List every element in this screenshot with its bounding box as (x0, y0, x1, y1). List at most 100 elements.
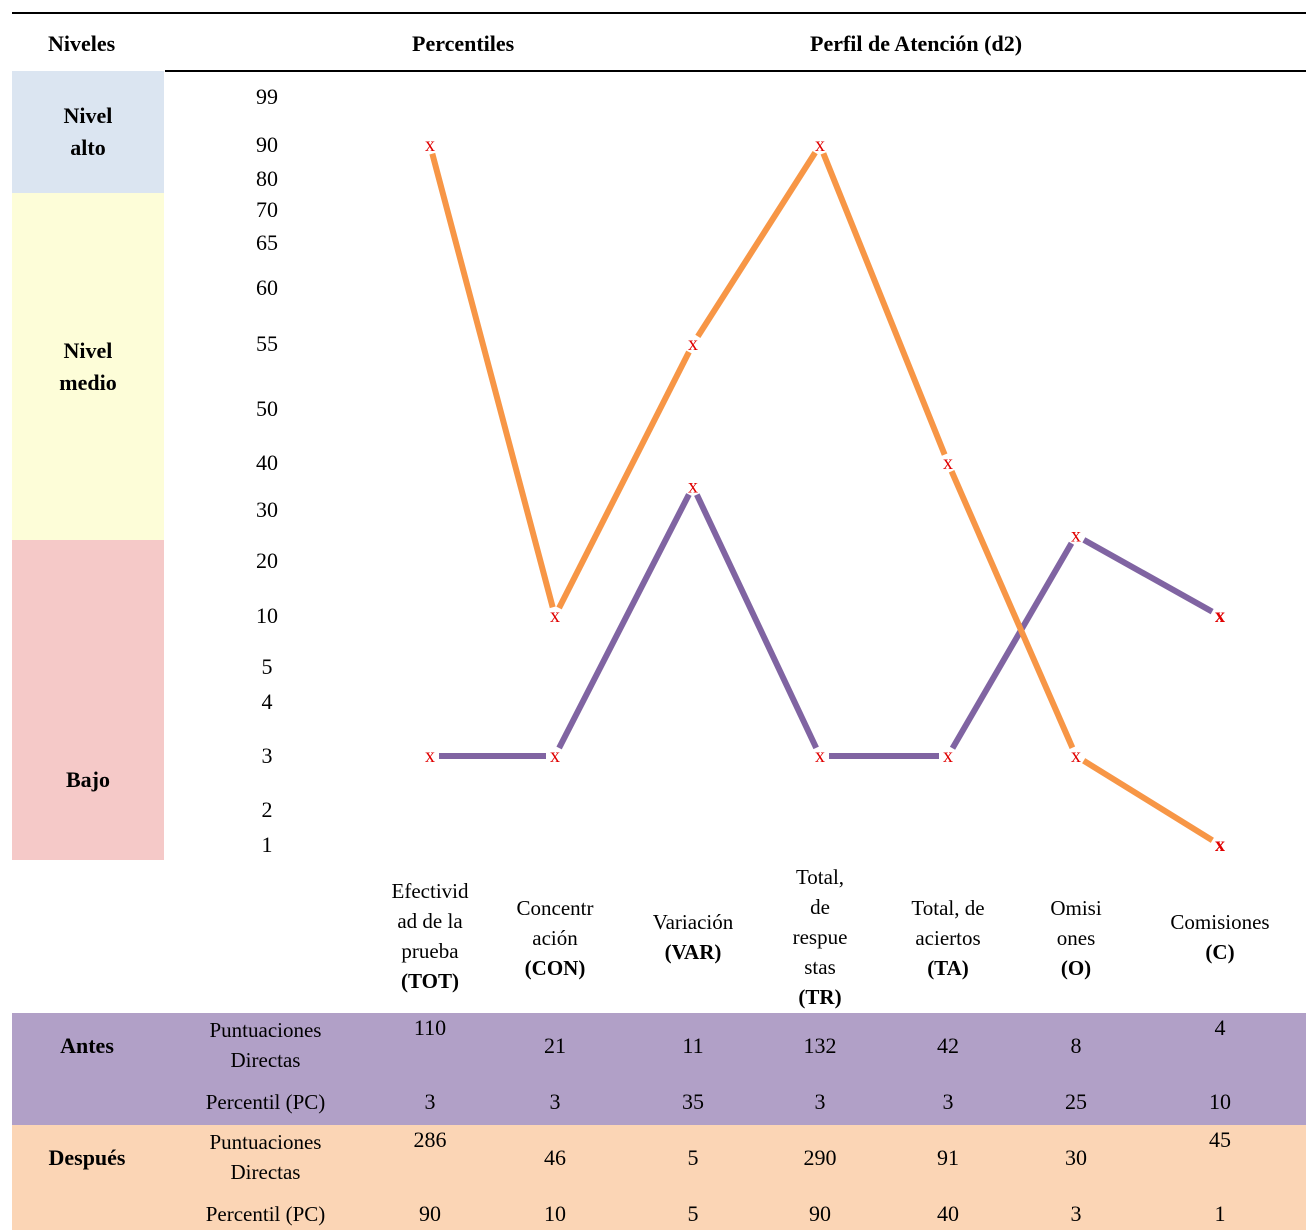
category-text: Total, de aciertos (911, 896, 985, 950)
category-abbr: (TA) (927, 956, 969, 980)
series-segment-0 (1082, 537, 1214, 615)
table-cell: 1 (1214, 1201, 1226, 1226)
y-tick-label: 1 (261, 832, 273, 857)
level-label-medio: Nivel medio (59, 337, 117, 395)
level-band-alto: Nivel alto (12, 71, 164, 193)
category-label: Omisi ones (O) (1046, 893, 1106, 983)
table-cell: 45 (1209, 1127, 1231, 1152)
data-point-marker: x (425, 134, 435, 156)
category-text: Efectivid ad de la prueba (391, 879, 469, 963)
row-label: Puntuaciones Directas (209, 1018, 322, 1072)
table-cell: 46 (544, 1145, 566, 1170)
data-point-marker: x (1215, 834, 1225, 856)
category-label: Efectivid ad de la prueba (TOT) (390, 876, 470, 996)
table-cell: 30 (1065, 1145, 1087, 1170)
data-point-marker: x (815, 134, 825, 156)
header-percentiles: Percentiles (412, 31, 515, 56)
table-cell: 11 (682, 1033, 704, 1058)
table-cell: 3 (424, 1089, 436, 1114)
data-point-marker: x (1071, 745, 1081, 767)
category-text: Variación (652, 910, 734, 934)
table-cell: 110 (413, 1015, 447, 1040)
row-label: Puntuaciones Directas (209, 1130, 322, 1184)
category-label: Comisiones (C) (1150, 907, 1290, 967)
antes-band (12, 1013, 1306, 1125)
series-segment-1 (695, 150, 818, 339)
data-point-marker: x (1071, 525, 1081, 547)
table-cell: 21 (544, 1033, 566, 1058)
y-tick-label: 99 (256, 84, 278, 109)
y-tick-label: 5 (261, 654, 273, 679)
data-point-marker: x (1215, 605, 1225, 627)
table-cell: 40 (937, 1201, 959, 1226)
y-tick-label: 90 (256, 132, 278, 157)
table-cell: 5 (687, 1201, 699, 1226)
category-label: Concentr ación (CON) (500, 893, 610, 983)
table-cell: 132 (803, 1033, 837, 1058)
category-abbr: (O) (1060, 956, 1092, 980)
y-tick-label: 20 (256, 548, 278, 573)
group-label: Antes (60, 1033, 114, 1058)
category-abbr: (CON) (524, 956, 586, 980)
data-point-marker: x (550, 605, 560, 627)
level-band-bajo: Bajo (12, 540, 164, 860)
table-cell: 42 (937, 1033, 959, 1058)
table-cell: 10 (1209, 1089, 1231, 1114)
despues-band (12, 1125, 1306, 1230)
category-label: Total, de respue stas (TR) (785, 862, 855, 1012)
table-cell: 286 (413, 1127, 447, 1152)
y-tick-label: 2 (261, 797, 273, 822)
level-label-alto: Nivel alto (63, 103, 113, 160)
table-cell: 5 (687, 1145, 699, 1170)
category-label: Variación (VAR) (638, 907, 748, 967)
table-cell: 10 (544, 1201, 566, 1226)
data-point-marker: x (688, 333, 698, 355)
data-point-marker: x (688, 476, 698, 498)
category-abbr: (TOT) (401, 969, 459, 993)
category-text: Omisi ones (1050, 896, 1102, 950)
y-tick-label: 10 (256, 603, 278, 628)
row-label: Percentil (PC) (205, 1090, 326, 1114)
series-segment-0 (694, 493, 819, 750)
header-niveles: Niveles (48, 31, 116, 56)
series-segment-0 (949, 541, 1075, 750)
table-cell: 90 (419, 1201, 441, 1226)
y-tick-label: 4 (261, 689, 273, 714)
category-abbr: (VAR) (664, 940, 722, 964)
data-point-marker: x (815, 745, 825, 767)
y-tick-label: 3 (261, 743, 273, 768)
data-point-marker: x (943, 452, 953, 474)
table-cell: 8 (1070, 1033, 1082, 1058)
table-cell: 290 (803, 1145, 837, 1170)
table-cell: 25 (1065, 1089, 1087, 1114)
header-rule (165, 70, 1306, 72)
category-text: Comisiones (1170, 910, 1270, 934)
category-abbr: (C) (1205, 940, 1235, 964)
table-cell: 35 (682, 1089, 704, 1114)
series-segment-1 (948, 470, 1076, 749)
series-segment-1 (820, 152, 948, 456)
table-cell: 91 (937, 1145, 959, 1170)
level-band-medio: Nivel medio (12, 193, 164, 540)
y-tick-label: 55 (256, 331, 278, 356)
category-abbr: (TR) (798, 985, 842, 1009)
series-segment-1 (1082, 758, 1214, 843)
data-point-marker: x (425, 745, 435, 767)
table-cell: 4 (1214, 1015, 1226, 1040)
table-cell: 3 (1070, 1201, 1082, 1226)
y-tick-label: 50 (256, 396, 278, 421)
series-segment-0 (556, 493, 692, 750)
category-text: Concentr ación (516, 896, 594, 950)
table-cell: 90 (809, 1201, 831, 1226)
y-tick-label: 80 (256, 166, 278, 191)
data-point-marker: x (943, 745, 953, 767)
table-cell: 3 (549, 1089, 561, 1114)
y-tick-label: 40 (256, 450, 278, 475)
category-text: Total, de respue stas (792, 865, 848, 979)
level-label-bajo: Bajo (66, 767, 110, 792)
group-label: Después (48, 1145, 126, 1170)
table-cell: 3 (814, 1089, 826, 1114)
row-label: Percentil (PC) (205, 1202, 326, 1226)
y-tick-label: 60 (256, 275, 278, 300)
top-rule (12, 12, 1306, 14)
